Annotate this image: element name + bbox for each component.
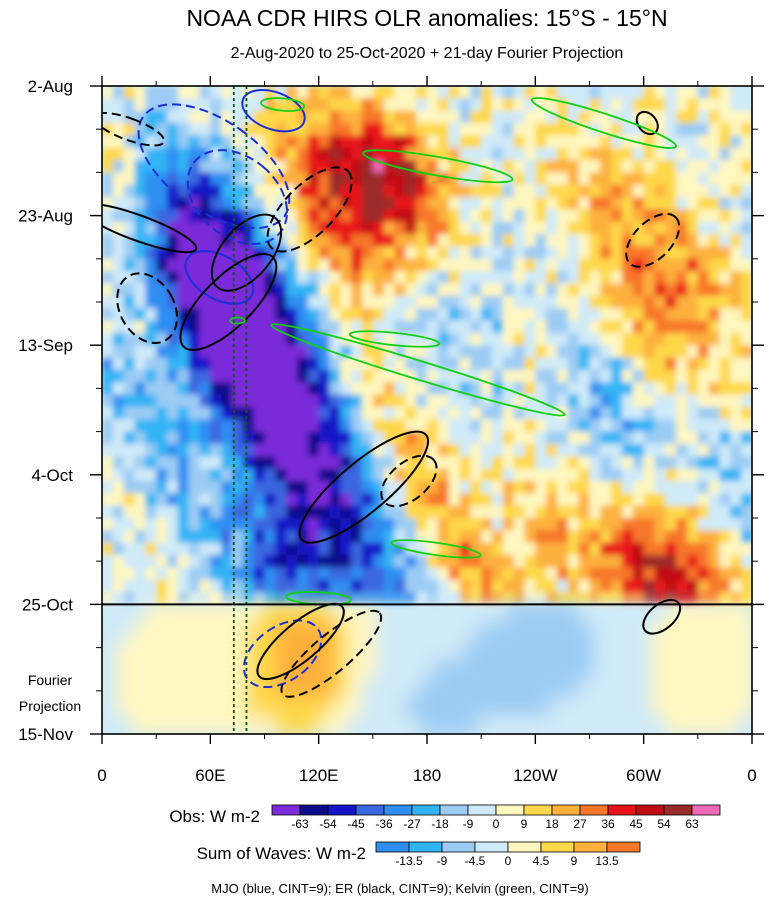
er-contour-5: [266, 166, 353, 253]
waves-legend-swatch-7: [606, 841, 641, 853]
waves-legend-swatch-0: [375, 841, 410, 853]
mjo-contour-0: [137, 103, 291, 230]
waves-legend-label: Sum of Waves: W m-2: [197, 844, 366, 863]
obs-legend-swatch-13: [635, 804, 665, 816]
mjo-contour-1: [186, 149, 289, 245]
waves-legend-tick-6: 13.5: [595, 854, 619, 868]
obs-legend-label: Obs: W m-2: [169, 807, 260, 826]
er-contour-4: [210, 213, 283, 292]
x-tick-label-6: 0: [747, 766, 756, 785]
obs-legend-tick-7: 0: [493, 817, 500, 831]
kelvin-contour-0: [260, 97, 306, 112]
obs-legend-tick-11: 36: [601, 817, 615, 831]
waves-colorbar: Sum of Waves: W m-2 -13.5 -9 -4.5 0 4.5 9 13.5: [197, 841, 641, 868]
waves-legend-tick-4: 4.5: [533, 854, 550, 868]
obs-legend-swatch-15: [691, 804, 721, 816]
obs-legend-swatch-8: [495, 804, 525, 816]
waves-legend-swatch-6: [573, 841, 608, 853]
er-contour-7: [380, 454, 438, 508]
projection-label-line2: Projection: [19, 698, 81, 714]
waves-legend-tick-1: -9: [437, 854, 448, 868]
x-tick-label-4: 120W: [513, 766, 557, 785]
obs-legend-swatch-10: [551, 804, 581, 816]
waves-legend-swatch-4: [507, 841, 542, 853]
waves-legend-swatch-2: [441, 841, 476, 853]
kelvin-contour-2: [530, 97, 678, 149]
obs-legend-tick-6: -9: [463, 817, 474, 831]
er-contour-8: [625, 212, 681, 268]
obs-legend-swatch-7: [467, 804, 497, 816]
obs-legend-swatch-9: [523, 804, 553, 816]
obs-legend-swatch-4: [383, 804, 413, 816]
obs-legend-tick-13: 54: [657, 817, 671, 831]
mjo-contour-3: [241, 89, 306, 133]
x-tick-label-1: 60E: [195, 766, 225, 785]
er-contour-10: [280, 609, 383, 698]
x-axis: 0 60E 120E 180 120W 60W 0: [97, 76, 757, 785]
y-tick-label-5: 15-Nov: [18, 725, 73, 744]
obs-legend-swatch-14: [663, 804, 693, 816]
waves-legend-swatch-1: [408, 841, 443, 853]
x-tick-label-2: 120E: [299, 766, 339, 785]
y-tick-label-4: 25-Oct: [22, 595, 73, 614]
kelvin-contour-7: [229, 316, 246, 325]
kelvin-contour-3: [270, 323, 566, 417]
obs-legend-swatch-2: [327, 804, 357, 816]
wave-contours: [102, 89, 682, 698]
waves-legend-tick-0: -13.5: [395, 854, 423, 868]
x-tick-label-5: 60W: [626, 766, 661, 785]
observed-anomaly-field: [102, 86, 752, 605]
mjo-contour-4: [242, 619, 323, 689]
er-contour-9: [256, 602, 345, 681]
obs-legend-swatch-12: [607, 804, 637, 816]
x-tick-label-3: 180: [413, 766, 441, 785]
y-tick-label-2: 13-Sep: [18, 336, 73, 355]
kelvin-contour-1: [362, 149, 514, 184]
obs-legend-swatch-6: [439, 804, 469, 816]
obs-legend-swatch-11: [579, 804, 609, 816]
obs-legend-tick-12: 45: [629, 817, 643, 831]
y-axis: 2-Aug 23-Aug 13-Sep 4-Oct 25-Oct 15-Nov: [18, 77, 764, 744]
y-tick-label-3: 4-Oct: [31, 466, 73, 485]
waves-legend-tick-5: 9: [571, 854, 578, 868]
waves-legend-swatch-3: [474, 841, 509, 853]
er-contour-0: [102, 111, 166, 147]
projection-label-line1: Fourier: [28, 672, 73, 688]
obs-legend-tick-2: -45: [347, 817, 365, 831]
waves-legend-tick-3: 0: [505, 854, 512, 868]
obs-legend-tick-10: 27: [573, 817, 587, 831]
obs-legend-tick-8: 9: [521, 817, 528, 831]
obs-legend-swatch-0: [271, 804, 301, 816]
er-contour-6: [298, 430, 430, 544]
obs-legend-tick-9: 18: [545, 817, 559, 831]
waves-legend-tick-2: -4.5: [465, 854, 486, 868]
obs-legend-tick-3: -36: [375, 817, 393, 831]
obs-legend-tick-4: -27: [403, 817, 421, 831]
waves-legend-swatch-5: [540, 841, 575, 853]
er-contour-11: [642, 598, 682, 635]
chart-subtitle: 2-Aug-2020 to 25-Oct-2020 + 21-day Fouri…: [231, 45, 624, 62]
obs-legend-tick-5: -18: [431, 817, 449, 831]
footnote: MJO (blue, CINT=9); ER (black, CINT=9); …: [211, 881, 588, 896]
obs-legend-tick-1: -54: [319, 817, 337, 831]
y-tick-label-1: 23-Aug: [18, 207, 73, 226]
er-contour-1: [102, 202, 198, 254]
kelvin-contour-5: [390, 539, 482, 559]
obs-legend-swatch-1: [299, 804, 329, 816]
obs-legend-tick-14: 63: [685, 817, 699, 831]
reference-meridians: [232, 86, 248, 734]
projected-anomaly-field: [102, 604, 752, 734]
y-tick-label-0: 2-Aug: [28, 77, 73, 96]
er-contour-2: [116, 272, 179, 344]
obs-legend-swatch-3: [355, 804, 385, 816]
mjo-contour-2: [184, 249, 255, 305]
obs-legend-tick-0: -63: [291, 817, 309, 831]
chart-title: NOAA CDR HIRS OLR anomalies: 15°S - 15°N: [186, 5, 667, 31]
kelvin-contour-4: [348, 330, 441, 348]
obs-colorbar: Obs: W m-2 -63 -54 -45 -36 -27 -18 -9 0 9 18 27 36 4…: [169, 804, 721, 831]
obs-legend-swatch-5: [411, 804, 441, 816]
plot-area: 0 60E 120E 180 120W 60W 0 2-Aug 23-Aug 13-Sep 4-O…: [18, 76, 764, 785]
x-tick-label-0: 0: [97, 766, 106, 785]
